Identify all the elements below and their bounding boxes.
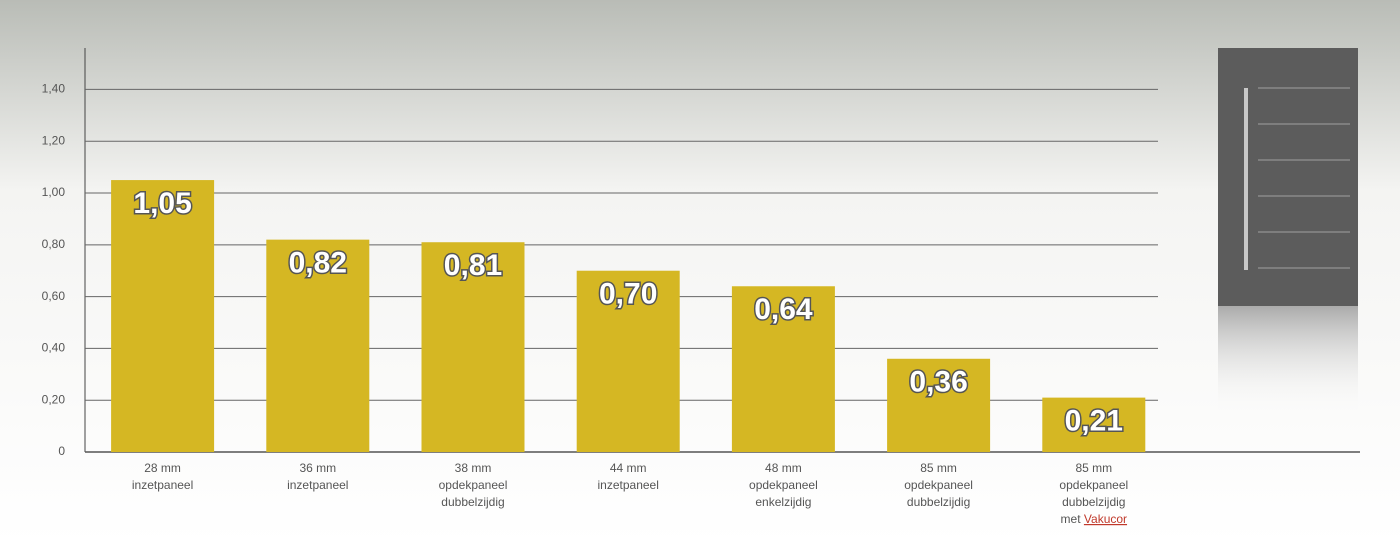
x-tick-label: met Vakucor [1061, 512, 1128, 526]
x-tick-label: 85 mm [1075, 461, 1112, 475]
value-label: 0,70 [599, 278, 657, 311]
bar [421, 242, 525, 452]
y-tick-label: 0,80 [42, 237, 66, 251]
x-tick-label: dubbelzijdig [1062, 495, 1125, 509]
vakucor-link[interactable]: Vakucor [1084, 512, 1127, 526]
value-label: 0,81 [444, 249, 502, 282]
bar [1042, 397, 1146, 452]
bar [731, 286, 835, 452]
y-tick-label: 0,60 [42, 289, 66, 303]
x-tick-label: inzetpaneel [287, 478, 348, 492]
x-tick-label: inzetpaneel [598, 478, 659, 492]
x-tick-label: dubbelzijdig [441, 495, 504, 509]
bar [111, 180, 215, 453]
value-label: 0,21 [1065, 405, 1123, 438]
x-tick-label: 85 mm [920, 461, 957, 475]
x-tick-label: opdekpaneel [904, 478, 973, 492]
x-tick-label: 44 mm [610, 461, 647, 475]
value-label: 1,05 [133, 187, 191, 220]
y-tick-label: 0,40 [42, 341, 66, 355]
y-tick-label: 1,40 [42, 82, 66, 96]
x-tick-label: 38 mm [455, 461, 492, 475]
y-tick-label: 0 [58, 444, 65, 458]
y-tick-label: 1,00 [42, 185, 66, 199]
bar [266, 239, 370, 452]
value-label: 0,36 [909, 366, 967, 399]
x-tick-label: 48 mm [765, 461, 802, 475]
bar [887, 358, 991, 452]
bar [576, 270, 680, 452]
x-tick-label: dubbelzijdig [907, 495, 970, 509]
y-tick-label: 0,20 [42, 392, 66, 406]
x-tick-label: 28 mm [144, 461, 181, 475]
x-tick-label: opdekpaneel [749, 478, 818, 492]
x-tick-label-part: met [1061, 512, 1082, 526]
x-tick-label: 36 mm [299, 461, 336, 475]
x-tick-label: opdekpaneel [439, 478, 508, 492]
x-tick-label: opdekpaneel [1059, 478, 1128, 492]
x-tick-label: inzetpaneel [132, 478, 193, 492]
x-tick-label: enkelzijdig [755, 495, 811, 509]
value-label: 0,64 [754, 293, 813, 326]
value-label: 0,82 [289, 247, 347, 280]
door-image [1218, 48, 1358, 416]
y-tick-label: 1,20 [42, 133, 66, 147]
